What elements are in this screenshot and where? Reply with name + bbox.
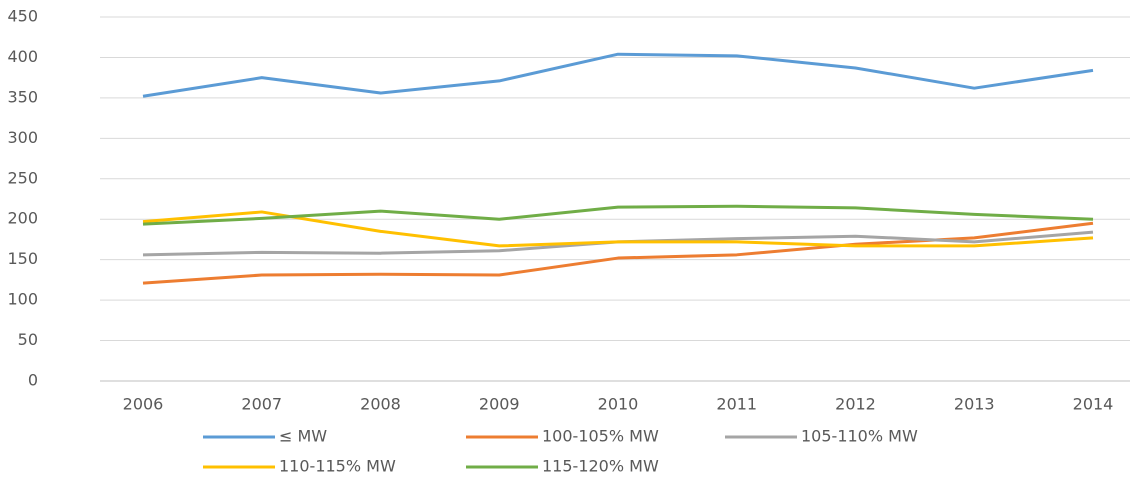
x-tick-label: 2011 — [716, 395, 757, 414]
series-line — [142, 230, 1094, 257]
legend-label: 115-120% MW — [542, 457, 659, 476]
series-line — [142, 52, 1094, 98]
y-tick-label: 0 — [28, 371, 38, 390]
x-tick-label: 2007 — [241, 395, 282, 414]
y-tick-label: 200 — [7, 209, 38, 228]
y-tick-label: 250 — [7, 168, 38, 187]
series-line — [142, 204, 1094, 226]
legend-label: 110-115% MW — [279, 457, 396, 476]
x-tick-label: 2014 — [1073, 395, 1114, 414]
x-tick-label: 2009 — [479, 395, 520, 414]
y-tick-label: 300 — [7, 128, 38, 147]
y-tick-label: 100 — [7, 290, 38, 309]
x-tick-label: 2006 — [123, 395, 164, 414]
legend-label: 105-110% MW — [801, 427, 918, 446]
y-tick-label: 350 — [7, 87, 38, 106]
y-tick-label: 50 — [18, 330, 38, 349]
x-tick-label: 2012 — [835, 395, 876, 414]
legend-label: 100-105% MW — [542, 427, 659, 446]
y-tick-label: 150 — [7, 249, 38, 268]
series-line — [142, 210, 1094, 248]
legend-label: ≤ MW — [279, 427, 327, 446]
y-tick-label: 400 — [7, 47, 38, 66]
x-tick-label: 2008 — [360, 395, 401, 414]
x-tick-label: 2010 — [598, 395, 639, 414]
x-tick-label: 2013 — [954, 395, 995, 414]
y-tick-label: 450 — [7, 7, 38, 26]
